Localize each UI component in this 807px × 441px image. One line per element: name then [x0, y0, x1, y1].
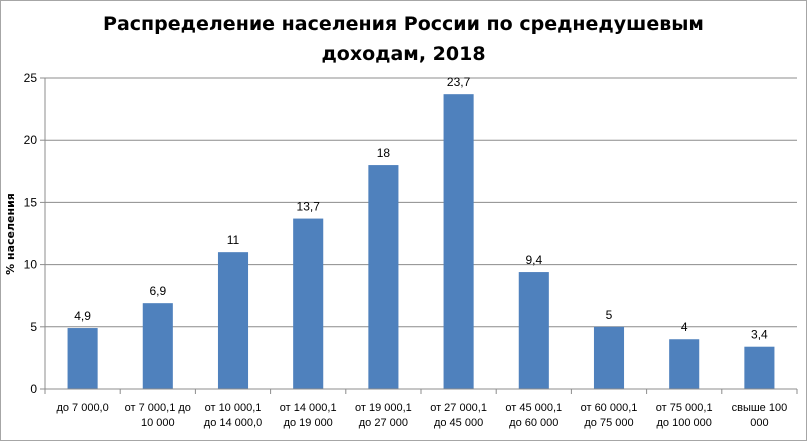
y-tick-label: 15: [24, 195, 38, 209]
x-tick-label: до 7 000,0: [56, 402, 108, 414]
data-label: 18: [377, 146, 391, 160]
bar: [744, 346, 775, 389]
data-label: 13,7: [297, 200, 321, 214]
data-label: 9,4: [525, 253, 542, 267]
x-tick-label: до 27 000: [359, 417, 408, 429]
x-tick-label: от 27 000,1: [430, 402, 487, 414]
bar: [217, 252, 249, 389]
x-tick-label: до 60 000: [509, 417, 558, 429]
y-tick-label: 0: [30, 382, 37, 396]
bar: [518, 272, 549, 389]
grid-lines: [45, 77, 797, 328]
bar: [368, 165, 399, 389]
x-tick-label: от 19 000,1: [355, 402, 412, 414]
chart-title-line-2: доходам, 2018: [321, 43, 486, 65]
y-tick-label: 20: [24, 133, 38, 147]
x-tick-label: от 60 000,1: [581, 402, 638, 414]
bar: [67, 328, 98, 389]
data-labels: 4,9 6,9 11 13,7 18 23,7 9,4 5 4 3,4: [74, 75, 768, 342]
data-label: 4: [681, 320, 688, 334]
data-label: 23,7: [447, 75, 471, 89]
y-axis-label: % населения: [4, 193, 17, 275]
x-tick-label: до 45 000: [434, 417, 483, 429]
x-tick-label: до 100 000: [657, 417, 712, 429]
x-tick-label: до 19 000: [284, 417, 333, 429]
bar: [593, 326, 625, 389]
x-tick-label: от 10 000,1: [205, 402, 262, 414]
x-tick-label: от 75 000,1: [656, 402, 713, 414]
bar: [293, 218, 324, 389]
data-label: 4,9: [74, 309, 91, 323]
x-tick-label: от 7 000,1 до: [125, 402, 191, 414]
data-label: 6,9: [149, 284, 166, 298]
y-tick-label: 25: [24, 71, 38, 85]
x-tick-label: свыше 100: [732, 402, 788, 414]
bars: [67, 94, 775, 389]
x-tick-label: 10 000: [141, 417, 175, 429]
chart-title-line-1: Распределение населения России по средне…: [103, 13, 704, 35]
axes: 0 5 10 15 20 25 до 7 000,0 от 7 000,1 до 10 000 о…: [24, 71, 798, 429]
x-tick-label: от 14 000,1: [280, 402, 337, 414]
chart-title: Распределение населения России по средне…: [1, 9, 806, 69]
x-tick-label: до 14 000,0: [204, 417, 262, 429]
data-label: 11: [227, 233, 240, 247]
x-tick-label: 000: [750, 417, 768, 429]
bar: [142, 303, 173, 389]
bar: [669, 339, 700, 389]
x-tick-label: от 45 000,1: [505, 402, 562, 414]
data-label: 5: [606, 308, 613, 322]
x-tick-label: до 75 000: [584, 417, 633, 429]
bar: [443, 94, 474, 389]
y-tick-label: 10: [24, 258, 38, 272]
data-label: 3,4: [751, 328, 768, 342]
y-tick-label: 5: [30, 320, 37, 334]
